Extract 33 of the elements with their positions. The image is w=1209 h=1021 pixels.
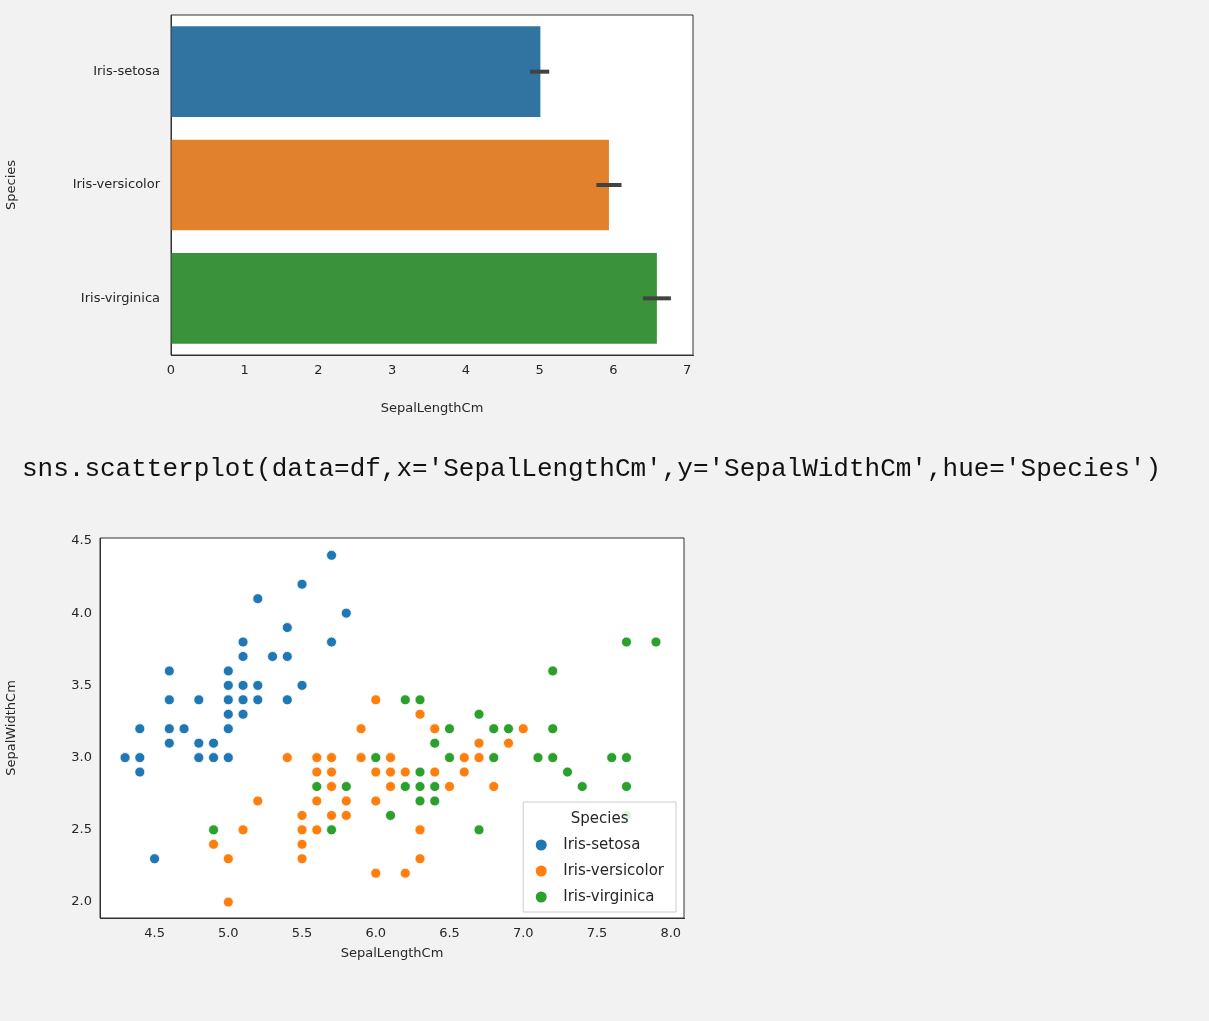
legend-label: Iris-virginica — [563, 886, 655, 905]
y-tick-label: 3.0 — [71, 748, 92, 764]
legend-title: Species — [570, 808, 629, 827]
x-tick-label: 5.5 — [291, 925, 313, 941]
y-tick-label: 4.0 — [71, 604, 92, 620]
text: sns.scatterplot(data=df,x='SepalLengthCm',y='SepalWidthCm',hue='Species') — [22, 453, 1162, 486]
y-tick-label: 2.5 — [71, 821, 92, 837]
x-axis-title: SepalLengthCm — [340, 944, 444, 960]
x-tick-label: 4 — [461, 362, 471, 378]
y-tick-label: 3.5 — [71, 676, 92, 692]
x-tick-label: 8.0 — [660, 925, 682, 941]
y-axis-title: Species — [3, 159, 19, 211]
x-tick-label: 7.0 — [512, 925, 534, 941]
x-tick-label: 5.0 — [217, 925, 239, 941]
x-tick-label: 6 — [609, 362, 618, 378]
y-tick-label: Iris-versicolor — [72, 176, 161, 192]
x-tick-label: 6.0 — [365, 925, 387, 941]
y-tick-label: Iris-virginica — [80, 289, 160, 305]
x-tick-label: 7.5 — [586, 925, 608, 941]
x-tick-label: 6.5 — [439, 925, 460, 941]
x-tick-label: 3 — [388, 362, 397, 378]
x-tick-label: 7 — [682, 362, 692, 378]
x-tick-label: 1 — [240, 362, 249, 378]
legend-label: Iris-setosa — [563, 834, 641, 853]
x-tick-label: 5 — [535, 362, 544, 378]
y-tick-label: Iris-setosa — [93, 63, 160, 79]
legend-label: Iris-versicolor — [563, 860, 665, 879]
y-tick-label: 2.0 — [71, 893, 92, 909]
y-tick-label: 4.5 — [71, 532, 92, 548]
y-axis-title: SepalWidthCm — [3, 680, 19, 776]
x-axis-title: SepalLengthCm — [380, 399, 484, 415]
x-tick-label: 0 — [166, 362, 176, 378]
x-tick-label: 2 — [314, 362, 323, 378]
